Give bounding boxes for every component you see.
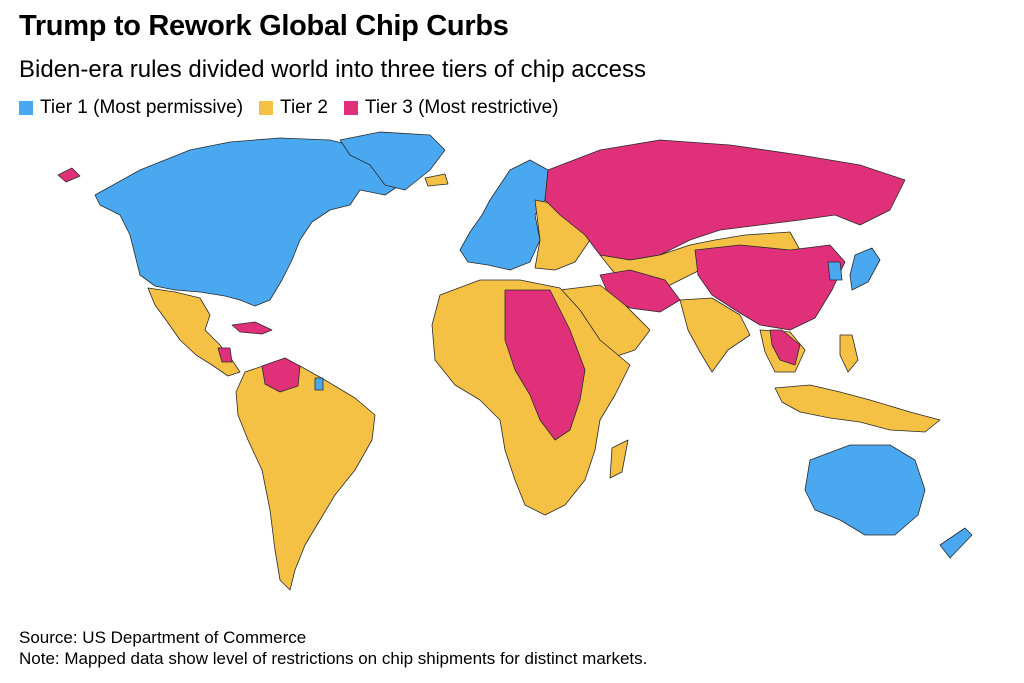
region-philippines	[839, 334, 859, 373]
region-french-guiana	[314, 377, 324, 391]
world-map	[57, 131, 973, 591]
region-japan	[849, 247, 881, 291]
region-mexico-central-america	[147, 287, 241, 377]
chart-subtitle: Biden-era rules divided world into three…	[19, 56, 646, 83]
region-russia	[544, 139, 906, 261]
region-alaska-strip	[57, 167, 81, 183]
legend-label-tier1: Tier 1 (Most permissive)	[40, 97, 244, 118]
region-greenland	[339, 131, 446, 191]
region-korea	[827, 261, 843, 281]
region-south-asia	[679, 297, 751, 373]
region-iceland	[424, 173, 449, 187]
legend: Tier 1 (Most permissive) Tier 2 Tier 3 (…	[19, 97, 574, 119]
footer: Source: US Department of Commerce Note: …	[19, 627, 647, 669]
legend-label-tier3: Tier 3 (Most restrictive)	[364, 97, 559, 118]
region-china	[694, 244, 846, 331]
region-australia	[804, 444, 926, 536]
legend-item-tier3: Tier 3 (Most restrictive)	[343, 97, 559, 119]
region-south-america	[235, 361, 376, 591]
legend-label-tier2: Tier 2	[280, 97, 328, 118]
legend-swatch-tier2	[259, 101, 274, 115]
region-myanmar-cambodia	[769, 329, 801, 366]
legend-item-tier1: Tier 1 (Most permissive)	[19, 97, 243, 119]
legend-item-tier2: Tier 2	[259, 97, 328, 119]
region-africa-tier3	[504, 289, 586, 441]
legend-swatch-tier3	[343, 101, 358, 115]
region-maritime-se-asia	[774, 384, 941, 433]
chart-title: Trump to Rework Global Chip Curbs	[19, 10, 509, 42]
region-europe-tier1	[459, 159, 549, 271]
source-note: Source: US Department of Commerce	[19, 628, 307, 647]
region-new-zealand	[939, 527, 973, 559]
region-cuba	[231, 321, 273, 335]
footnote: Note: Mapped data show level of restrict…	[19, 649, 648, 668]
region-venezuela	[261, 357, 301, 393]
region-madagascar	[609, 439, 629, 479]
region-north-america-tier1	[94, 137, 401, 307]
region-nicaragua	[217, 347, 233, 363]
legend-swatch-tier1	[19, 101, 33, 115]
